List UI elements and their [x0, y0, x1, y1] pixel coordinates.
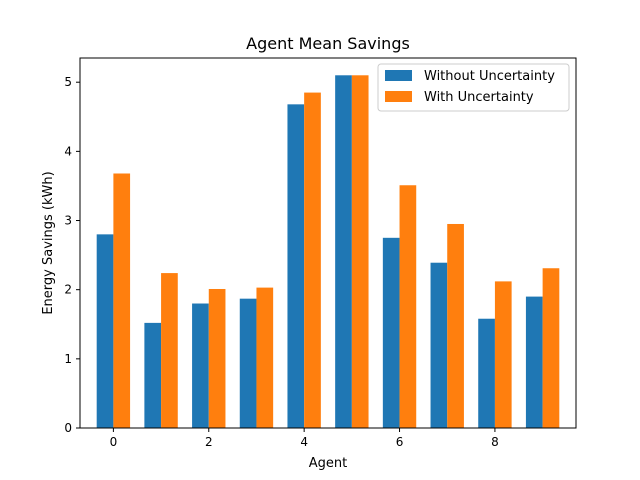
- bar-series-0-agent-2: [192, 303, 209, 428]
- x-tick-label: 4: [300, 435, 308, 449]
- y-tick-label: 1: [64, 352, 72, 366]
- y-axis-ticks: 0 1 2 3 4 5: [64, 75, 80, 435]
- y-tick-label: 2: [64, 283, 72, 297]
- bar-series-0-agent-8: [478, 318, 495, 428]
- y-axis-label: Energy Savings (kWh): [41, 171, 56, 314]
- bar-series-1-agent-1: [161, 273, 178, 428]
- x-tick-label: 6: [396, 435, 404, 449]
- plot-frame: [79, 57, 577, 429]
- y-tick-label: 4: [64, 144, 72, 158]
- bar-series-0-agent-1: [144, 322, 162, 428]
- bar-series-1-agent-4: [304, 92, 321, 428]
- bar-series-1-agent-5: [351, 75, 369, 428]
- bar-series-0-agent-5: [335, 75, 352, 428]
- bar-series-1-agent-0: [113, 173, 131, 428]
- bar-series-1-agent-3: [256, 287, 274, 428]
- bar-series-0-agent-9: [525, 296, 543, 428]
- legend-box: [377, 63, 570, 112]
- x-tick-label: 0: [110, 435, 118, 449]
- bar-series-1-agent-6: [399, 185, 417, 428]
- legend-label-with-uncertainty: With Uncertainty: [424, 90, 534, 105]
- bar-series-0-agent-3: [239, 298, 257, 428]
- bar-series-1-agent-9: [542, 268, 560, 428]
- legend-swatch-with-uncertainty: [385, 91, 412, 102]
- bar-series-0-agent-7: [430, 262, 448, 428]
- bars-layer: [96, 75, 560, 428]
- legend-swatch-without-uncertainty: [385, 70, 412, 81]
- y-tick-label: 5: [64, 75, 72, 89]
- bar-series-1-agent-2: [208, 288, 226, 428]
- bar-series-1-agent-8: [494, 281, 512, 428]
- bar-series-0-agent-0: [96, 234, 114, 428]
- y-tick-label: 3: [64, 214, 72, 228]
- legend-label-without-uncertainty: Without Uncertainty: [424, 69, 555, 84]
- x-tick-label: 8: [491, 435, 499, 449]
- legend: Without Uncertainty With Uncertainty: [377, 63, 570, 112]
- x-axis-ticks: 0 2 4 6 8: [110, 428, 499, 449]
- x-axis-label: Agent: [309, 456, 347, 471]
- bar-series-0-agent-6: [382, 237, 400, 428]
- chart-title: Agent Mean Savings: [246, 34, 410, 53]
- bar-series-0-agent-4: [287, 104, 305, 428]
- y-tick-label: 0: [64, 421, 72, 435]
- x-tick-label: 2: [205, 435, 213, 449]
- bar-series-1-agent-7: [447, 223, 464, 428]
